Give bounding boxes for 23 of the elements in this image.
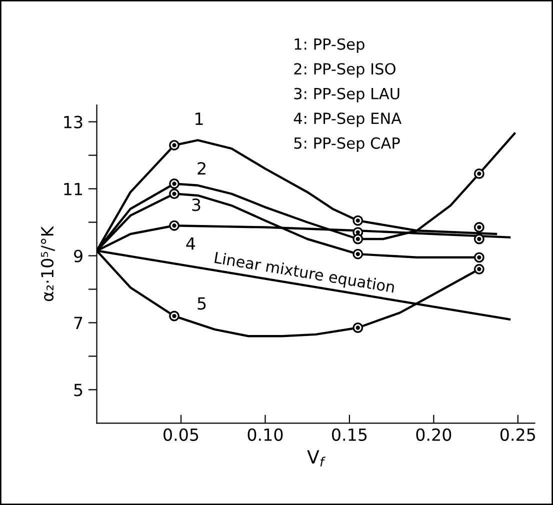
- x-tick-label: 0.10: [248, 428, 283, 441]
- y-tick-label: 7: [74, 316, 82, 330]
- y-axis-title: α₂·10⁵/°K: [40, 226, 55, 302]
- y-tick-label: 9: [74, 250, 82, 262]
- x-tick-label: 0.25: [500, 428, 536, 441]
- x-tick-label: 0.05: [164, 428, 198, 441]
- series-label: 2: [198, 162, 206, 174]
- text: 3: PP-Sep LAU: [294, 88, 400, 102]
- annotation: 5: PP-Sep CAP: [294, 137, 400, 152]
- x-tick-label: 0.20: [416, 428, 452, 441]
- series-label: 1: [196, 112, 203, 125]
- series-label: 3: [192, 198, 200, 212]
- y-tick-label: 5: [74, 384, 82, 396]
- annotation: 4: PP-Sep ENA: [294, 112, 402, 128]
- y-tick-label: 13: [64, 116, 82, 128]
- x-axis-title: V$_{f}$: [307, 450, 326, 466]
- text: 1: PP-Sep: [294, 38, 364, 53]
- text: 2: PP-Sep ISO: [294, 63, 396, 78]
- series-label: 4: [186, 237, 196, 250]
- x-tick-label: 0.15: [332, 428, 367, 441]
- text: Linear mixture equation: [214, 251, 395, 296]
- series-label: 5: [198, 297, 206, 310]
- y-tick-label: 11: [64, 182, 82, 196]
